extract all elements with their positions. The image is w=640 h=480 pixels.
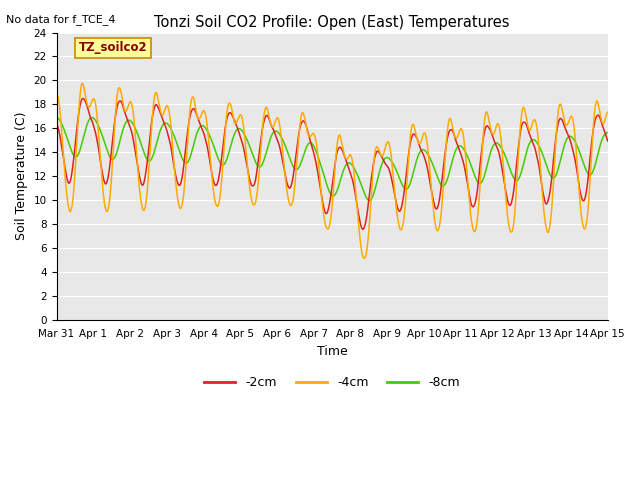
-2cm: [79, 96, 87, 101]
Title: Tonzi Soil CO2 Profile: Open (East) Temperatures: Tonzi Soil CO2 Profile: Open (East) Temp…: [154, 15, 510, 30]
-4cm: [360, 255, 368, 261]
Line: -2cm: -2cm: [56, 98, 608, 229]
-2cm: [298, 119, 306, 125]
Line: -4cm: -4cm: [56, 84, 608, 258]
-8cm: [118, 132, 125, 137]
-2cm: [118, 100, 126, 106]
-4cm: [604, 109, 612, 115]
-8cm: [367, 197, 374, 203]
-4cm: [298, 110, 306, 116]
-8cm: [52, 115, 60, 120]
-2cm: [367, 179, 375, 185]
-8cm: [298, 158, 306, 164]
Text: TZ_soilco2: TZ_soilco2: [79, 41, 147, 54]
-2cm: [287, 184, 294, 190]
-8cm: [95, 125, 103, 131]
X-axis label: Time: Time: [317, 345, 348, 358]
-2cm: [359, 227, 367, 232]
Legend: -2cm, -4cm, -8cm: -2cm, -4cm, -8cm: [199, 371, 465, 394]
-8cm: [604, 130, 612, 135]
-4cm: [52, 92, 60, 98]
-8cm: [308, 141, 316, 146]
-2cm: [308, 144, 316, 150]
-2cm: [96, 152, 104, 158]
-2cm: [52, 120, 60, 125]
Text: No data for f_TCE_4: No data for f_TCE_4: [6, 14, 116, 25]
-4cm: [287, 203, 294, 208]
-8cm: [365, 198, 373, 204]
-4cm: [96, 144, 104, 150]
-4cm: [308, 132, 316, 137]
-4cm: [367, 199, 375, 205]
-4cm: [118, 94, 126, 100]
-2cm: [604, 138, 612, 144]
-4cm: [79, 81, 86, 86]
Y-axis label: Soil Temperature (C): Soil Temperature (C): [15, 112, 28, 240]
Line: -8cm: -8cm: [56, 118, 608, 201]
-8cm: [287, 157, 294, 163]
